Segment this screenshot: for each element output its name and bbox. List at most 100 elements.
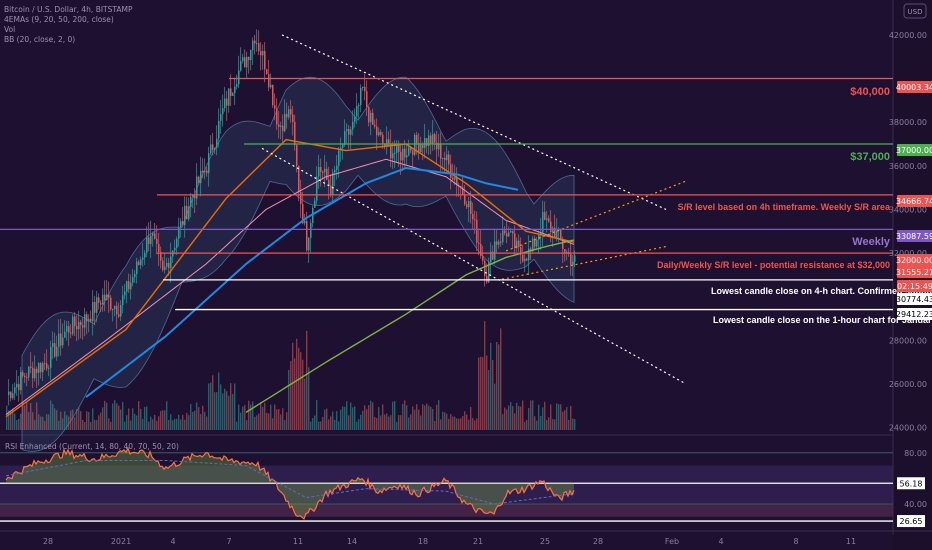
candle-body bbox=[554, 227, 556, 239]
trendline-2[interactable] bbox=[505, 180, 687, 252]
candle-body bbox=[28, 366, 30, 378]
candle bbox=[330, 174, 332, 198]
candle-body bbox=[372, 112, 374, 125]
volume-bar bbox=[488, 370, 490, 430]
candle-body bbox=[360, 88, 362, 105]
volume-bar bbox=[108, 418, 110, 430]
candle bbox=[300, 179, 302, 218]
price-badge-text: 30774.43 bbox=[896, 295, 932, 304]
candle bbox=[264, 42, 266, 83]
time-axis-label: 4 bbox=[170, 537, 175, 546]
volume-bar bbox=[316, 400, 318, 430]
volume-bar bbox=[424, 405, 426, 430]
time-axis-label: 11 bbox=[293, 537, 303, 546]
volume-bar bbox=[416, 404, 418, 430]
volume-bar bbox=[364, 405, 366, 430]
candle-body bbox=[198, 176, 200, 184]
candle bbox=[476, 211, 478, 252]
volume-bar bbox=[378, 407, 380, 430]
volume-bar bbox=[482, 357, 484, 430]
candle bbox=[14, 382, 16, 400]
candle bbox=[280, 121, 282, 140]
candle-body bbox=[184, 205, 186, 225]
rsi-badge-text: 56.18 bbox=[900, 479, 923, 488]
volume-bar bbox=[402, 403, 404, 430]
candle-body bbox=[126, 281, 128, 292]
candle bbox=[418, 133, 420, 160]
volume-bar bbox=[544, 401, 546, 430]
candle-body bbox=[138, 261, 140, 265]
volume-bar bbox=[404, 400, 406, 430]
candle-body bbox=[204, 170, 206, 173]
candle-body bbox=[450, 164, 452, 178]
candle-body bbox=[32, 367, 34, 379]
level-label-3: Weekly bbox=[852, 236, 891, 248]
volume-bar bbox=[204, 411, 206, 430]
price-badge-bg bbox=[897, 293, 932, 305]
candle-body bbox=[550, 221, 552, 233]
candle-body bbox=[200, 170, 202, 184]
candle-body bbox=[338, 150, 340, 166]
candle bbox=[386, 126, 388, 155]
volume-bar bbox=[446, 413, 448, 430]
candle bbox=[342, 143, 344, 160]
candle bbox=[434, 132, 436, 150]
candle-body bbox=[232, 93, 234, 96]
volume-bar bbox=[540, 415, 542, 430]
price-tick-label: 42000.00 bbox=[889, 31, 927, 40]
candle bbox=[110, 295, 112, 312]
volume-bar bbox=[476, 418, 478, 430]
candle bbox=[254, 34, 256, 55]
volume-bar bbox=[110, 421, 112, 430]
candle-body bbox=[274, 105, 276, 109]
time-axis-label: 8 bbox=[793, 537, 798, 546]
candle bbox=[366, 80, 368, 116]
volume-bar bbox=[330, 416, 332, 430]
candle bbox=[64, 320, 66, 338]
candle-body bbox=[476, 219, 478, 243]
volume-bar bbox=[160, 411, 162, 430]
candle bbox=[10, 391, 12, 402]
candle bbox=[290, 100, 292, 123]
volume-bar bbox=[252, 401, 254, 430]
candle-body bbox=[502, 230, 504, 242]
volume-bar bbox=[236, 421, 238, 430]
candle-body bbox=[156, 238, 158, 244]
rsi-badge-bg bbox=[897, 477, 925, 490]
candle-body bbox=[190, 196, 192, 207]
candle-body bbox=[436, 142, 438, 150]
candle bbox=[526, 257, 528, 262]
price-tick-label: 36000.00 bbox=[889, 162, 927, 171]
candle-body bbox=[118, 314, 120, 317]
trendline-0[interactable] bbox=[281, 34, 667, 211]
volume-bar bbox=[414, 409, 416, 430]
candle-body bbox=[134, 273, 136, 278]
price-tick-label: 28000.00 bbox=[889, 336, 927, 345]
volume-bar bbox=[34, 420, 36, 430]
candle-body bbox=[484, 260, 486, 276]
candle bbox=[292, 106, 294, 136]
candle bbox=[260, 42, 262, 71]
volume-bar bbox=[196, 402, 198, 430]
candle bbox=[256, 29, 258, 52]
volume-bar bbox=[74, 417, 76, 430]
candle-body bbox=[230, 88, 232, 96]
volume-bar bbox=[430, 406, 432, 430]
candle bbox=[562, 236, 564, 264]
candle-body bbox=[84, 314, 86, 328]
volume-bar bbox=[456, 418, 458, 430]
volume-bar bbox=[220, 384, 222, 430]
volume-bar bbox=[120, 409, 122, 430]
volume-bar bbox=[308, 367, 310, 430]
candle-body bbox=[488, 262, 490, 283]
ema20-line bbox=[5, 138, 575, 418]
candle bbox=[428, 129, 430, 155]
volume-bar bbox=[268, 413, 270, 430]
candle-body bbox=[564, 249, 566, 253]
candle bbox=[122, 285, 124, 314]
ema200-line bbox=[245, 239, 575, 413]
volume-bar bbox=[496, 341, 498, 430]
trendline-1[interactable] bbox=[261, 147, 687, 385]
volume-bar bbox=[242, 406, 244, 430]
volume-bar bbox=[372, 402, 374, 430]
